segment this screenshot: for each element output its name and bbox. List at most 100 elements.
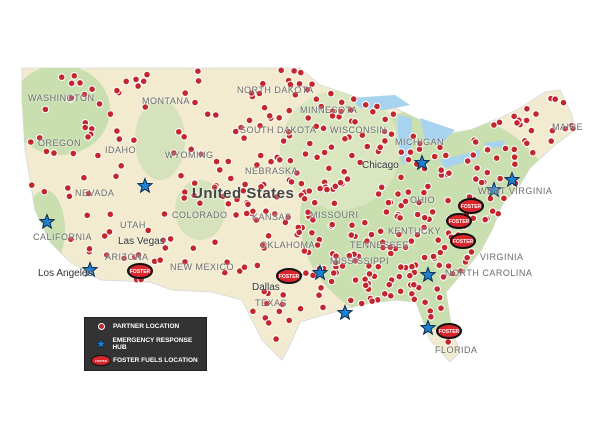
partner-location-marker[interactable] — [363, 237, 371, 245]
partner-location-marker[interactable] — [212, 157, 221, 166]
partner-location-marker[interactable] — [278, 300, 287, 309]
partner-location-marker[interactable] — [561, 124, 570, 133]
partner-location-marker[interactable] — [483, 146, 492, 154]
partner-location-marker[interactable] — [437, 304, 445, 313]
partner-location-marker[interactable] — [256, 122, 264, 130]
partner-location-marker[interactable] — [279, 137, 288, 145]
partner-location-marker[interactable] — [187, 145, 195, 154]
partner-location-marker[interactable] — [285, 316, 294, 325]
partner-location-marker[interactable] — [501, 144, 510, 153]
partner-location-marker[interactable] — [180, 133, 188, 141]
partner-location-marker[interactable] — [95, 100, 104, 108]
partner-location-marker[interactable] — [315, 291, 323, 300]
partner-location-marker[interactable] — [103, 251, 111, 259]
partner-location-marker[interactable] — [329, 269, 338, 277]
partner-location-marker[interactable] — [277, 66, 286, 75]
partner-location-marker[interactable] — [325, 164, 333, 173]
partner-location-marker[interactable] — [232, 211, 240, 219]
partner-location-marker[interactable] — [328, 220, 337, 229]
partner-location-marker[interactable] — [547, 137, 556, 145]
partner-location-marker[interactable] — [408, 262, 416, 271]
partner-location-marker[interactable] — [332, 252, 340, 261]
partner-location-marker[interactable] — [130, 136, 138, 144]
partner-location-marker[interactable] — [456, 267, 465, 275]
partner-location-marker[interactable] — [66, 235, 75, 244]
partner-location-marker[interactable] — [244, 200, 252, 209]
partner-location-marker[interactable] — [27, 138, 35, 146]
partner-location-marker[interactable] — [319, 303, 327, 312]
partner-location-marker[interactable] — [132, 75, 140, 84]
partner-location-marker[interactable] — [330, 199, 339, 208]
partner-location-marker[interactable] — [397, 201, 406, 210]
partner-location-marker[interactable] — [387, 292, 395, 300]
partner-location-marker[interactable] — [295, 228, 304, 237]
partner-location-marker[interactable] — [327, 277, 336, 286]
partner-location-marker[interactable] — [409, 132, 418, 141]
partner-location-marker[interactable] — [420, 188, 428, 197]
partner-location-marker[interactable] — [510, 153, 519, 161]
partner-location-marker[interactable] — [259, 79, 267, 88]
partner-location-marker[interactable] — [224, 157, 233, 166]
partner-location-marker[interactable] — [463, 157, 472, 165]
emergency-response-hub-marker[interactable] — [336, 304, 354, 321]
partner-location-marker[interactable] — [395, 230, 403, 239]
partner-location-marker[interactable] — [76, 79, 84, 87]
partner-location-marker[interactable] — [445, 169, 453, 177]
partner-location-marker[interactable] — [381, 137, 389, 145]
partner-location-marker[interactable] — [260, 103, 269, 112]
partner-location-marker[interactable] — [345, 251, 354, 260]
partner-location-marker[interactable] — [161, 244, 170, 252]
partner-location-marker[interactable] — [194, 77, 203, 85]
foster-fuels-marker[interactable]: FOSTER — [436, 323, 462, 339]
partner-location-marker[interactable] — [379, 243, 387, 252]
partner-location-marker[interactable] — [384, 198, 393, 207]
partner-location-marker[interactable] — [361, 218, 369, 227]
partner-location-marker[interactable] — [134, 82, 142, 90]
partner-location-marker[interactable] — [313, 153, 321, 162]
partner-location-marker[interactable] — [336, 178, 345, 187]
partner-location-marker[interactable] — [319, 124, 328, 133]
partner-location-marker[interactable] — [297, 68, 305, 77]
partner-location-marker[interactable] — [416, 139, 424, 148]
partner-location-marker[interactable] — [477, 178, 486, 187]
partner-location-marker[interactable] — [444, 262, 453, 270]
foster-fuels-marker[interactable]: FOSTER — [127, 263, 153, 279]
partner-location-marker[interactable] — [365, 262, 373, 270]
partner-location-marker[interactable] — [67, 94, 76, 102]
partner-location-marker[interactable] — [300, 195, 309, 203]
partner-location-marker[interactable] — [304, 114, 313, 122]
partner-location-marker[interactable] — [196, 199, 204, 207]
partner-location-marker[interactable] — [435, 261, 444, 270]
partner-location-marker[interactable] — [285, 106, 294, 115]
partner-location-marker[interactable] — [115, 135, 124, 143]
partner-location-marker[interactable] — [241, 180, 249, 189]
partner-location-marker[interactable] — [240, 134, 248, 142]
partner-location-marker[interactable] — [253, 261, 262, 270]
partner-location-marker[interactable] — [253, 161, 261, 169]
partner-location-marker[interactable] — [529, 148, 537, 157]
partner-location-marker[interactable] — [257, 183, 265, 191]
partner-location-marker[interactable] — [279, 291, 288, 299]
partner-location-marker[interactable] — [80, 90, 89, 99]
partner-location-marker[interactable] — [395, 272, 404, 281]
partner-location-marker[interactable] — [69, 149, 78, 158]
partner-location-marker[interactable] — [492, 154, 501, 162]
partner-location-marker[interactable] — [190, 191, 198, 200]
partner-location-marker[interactable] — [262, 207, 270, 215]
foster-fuels-marker[interactable]: FOSTER — [276, 268, 302, 284]
partner-location-marker[interactable] — [106, 210, 115, 219]
partner-location-marker[interactable] — [306, 139, 314, 148]
partner-location-marker[interactable] — [327, 143, 336, 151]
partner-location-marker[interactable] — [160, 210, 169, 218]
partner-location-marker[interactable] — [490, 121, 498, 129]
partner-location-marker[interactable] — [348, 221, 356, 229]
partner-location-marker[interactable] — [348, 151, 356, 160]
partner-location-marker[interactable] — [496, 174, 505, 183]
partner-location-marker[interactable] — [469, 151, 478, 159]
partner-location-marker[interactable] — [510, 112, 518, 121]
partner-location-marker[interactable] — [421, 298, 429, 307]
partner-location-marker[interactable] — [396, 214, 404, 222]
partner-location-marker[interactable] — [404, 155, 413, 164]
partner-location-marker[interactable] — [377, 183, 386, 192]
foster-fuels-marker[interactable]: FOSTER — [458, 198, 484, 214]
